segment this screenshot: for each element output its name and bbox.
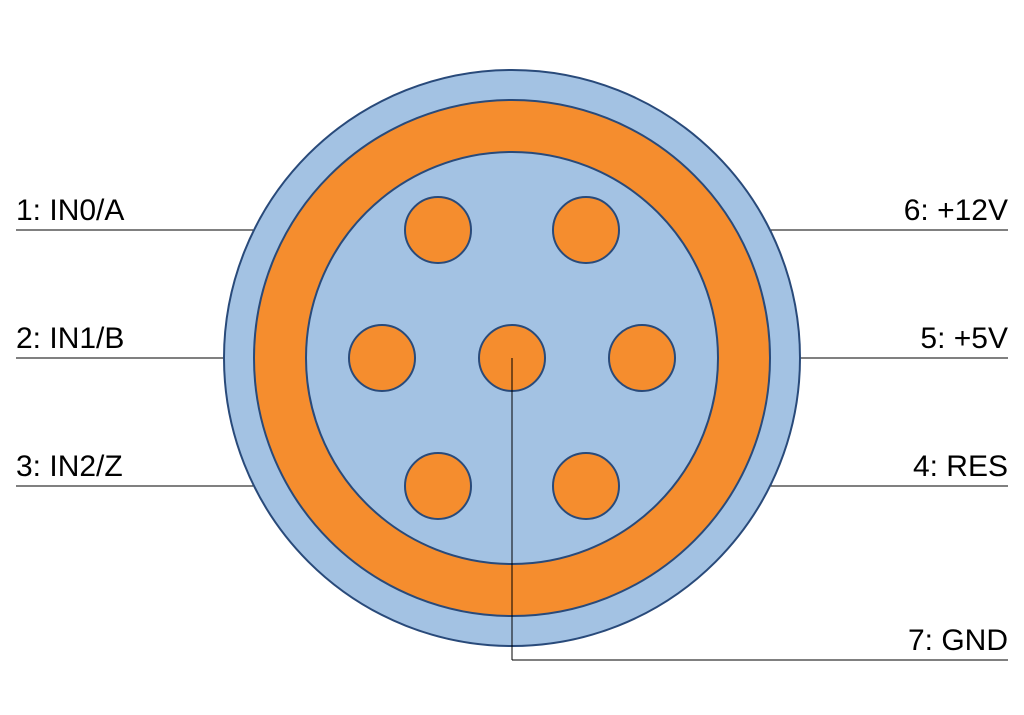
- pin-6: [553, 197, 619, 263]
- label-pin-2: 2: IN1/B: [16, 322, 124, 355]
- label-pin-4: 4: RES: [913, 450, 1008, 483]
- pin-3: [405, 453, 471, 519]
- pin-5: [609, 325, 675, 391]
- pin-2: [349, 325, 415, 391]
- label-pin-7: 7: GND: [908, 624, 1008, 657]
- label-pin-5: 5: +5V: [920, 322, 1008, 355]
- label-pin-6: 6: +12V: [904, 194, 1008, 227]
- pin-1: [405, 197, 471, 263]
- label-pin-1: 1: IN0/A: [16, 194, 124, 227]
- pin-4: [553, 453, 619, 519]
- label-pin-3: 3: IN2/Z: [16, 450, 123, 483]
- connector-pinout-diagram: 1: IN0/A 2: IN1/B 3: IN2/Z 4: RES 5: +5V 6: +…: [0, 0, 1024, 715]
